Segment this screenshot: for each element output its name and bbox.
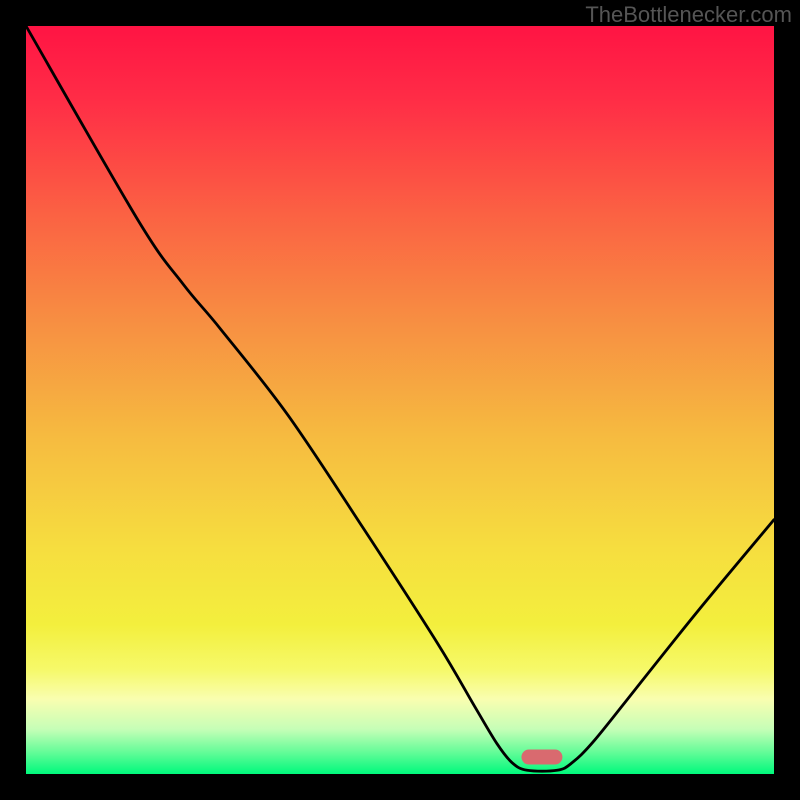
bottleneck-chart: TheBottlenecker.com [0, 0, 800, 800]
chart-border-right [774, 0, 800, 800]
optimal-point-marker [522, 749, 563, 764]
chart-border-bottom [0, 774, 800, 800]
watermark-label: TheBottlenecker.com [585, 2, 792, 28]
chart-border-left [0, 0, 26, 800]
bottleneck-curve [26, 26, 774, 774]
plot-area [26, 26, 774, 774]
